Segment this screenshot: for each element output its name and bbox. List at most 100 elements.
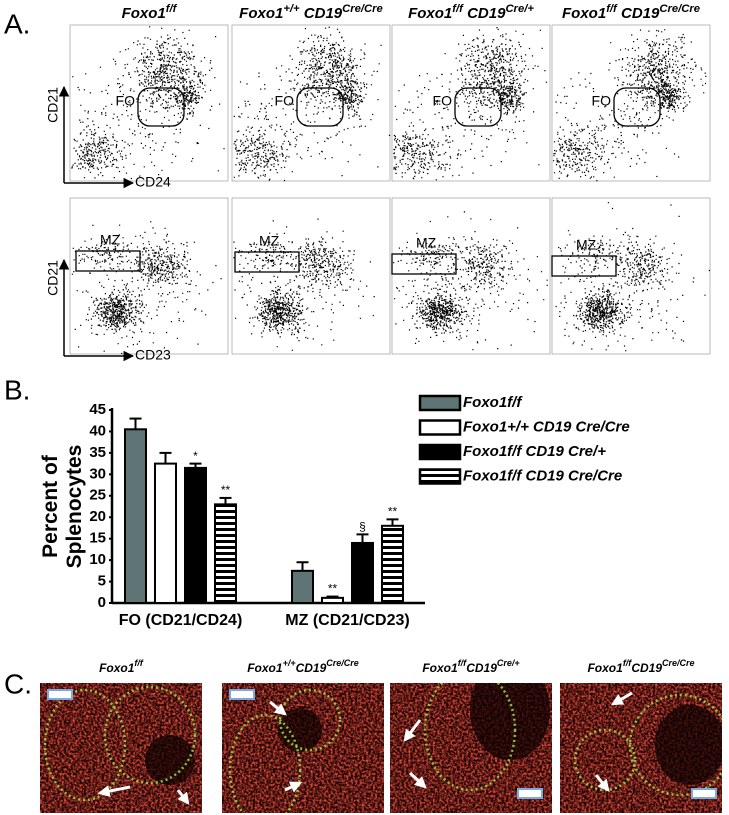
scale-bar: [517, 788, 543, 799]
gate-label: MZ: [576, 237, 597, 253]
y-axis-title-line: Percent of: [39, 454, 62, 558]
arrow: [284, 781, 303, 793]
header-text: CD19: [296, 661, 327, 675]
column-header: Foxo1f/f CD19Cre/+: [408, 3, 534, 22]
arrow: [610, 691, 633, 706]
y-tick-label: 15: [89, 530, 106, 547]
dot-cloud: [553, 29, 707, 182]
legend-label: Foxo1f/f: [463, 394, 523, 411]
micrograph-content: [40, 683, 202, 813]
plot-frame: [231, 24, 391, 182]
legend-label: Foxo1f/f CD19 Cre/+: [463, 443, 606, 460]
micrograph-content: [560, 683, 722, 813]
scale-bar: [229, 689, 255, 700]
gate-label: MZ: [416, 235, 437, 251]
micrograph: [390, 683, 552, 813]
dot-cloud: [233, 26, 391, 182]
header-text: Foxo1: [239, 5, 283, 22]
y-tick-label: 10: [89, 551, 106, 568]
superscript: f/f: [458, 658, 467, 668]
panel-label: C.: [4, 668, 32, 699]
column-header: Foxo1f/f: [122, 3, 178, 22]
gate-label: FO: [116, 93, 136, 109]
header-text: Foxo1: [408, 5, 452, 22]
dot-cloud: [393, 27, 547, 181]
dark-region: [145, 735, 195, 785]
micrograph-content: [222, 683, 384, 813]
follicle-rim: [278, 688, 342, 752]
x-tick-label: MZ (CD21/CD23): [285, 612, 409, 629]
dot-cloud: [71, 221, 222, 355]
legend-swatch: [418, 468, 462, 485]
plot-frame: [69, 24, 229, 182]
gate: [454, 87, 502, 127]
legend-label: Foxo1+/+ CD19 Cre/Cre: [463, 418, 630, 435]
bar: [321, 596, 344, 604]
significance: *: [193, 449, 198, 463]
gate: [137, 87, 185, 127]
superscript: +/+: [283, 3, 300, 15]
bar: [351, 541, 374, 605]
superscript: f/f: [452, 3, 464, 15]
gate-label: FO: [592, 93, 612, 109]
superscript: Cre/+: [497, 658, 521, 668]
bar: [124, 428, 147, 604]
y-tick-label: 35: [89, 444, 106, 461]
gate-label: MZ: [100, 232, 121, 248]
gate: [296, 87, 344, 127]
significance: **: [221, 483, 231, 497]
axis-label: CD21: [45, 260, 61, 296]
header-text: CD19: [617, 5, 660, 22]
plot-frame: [69, 197, 229, 355]
gate: [613, 87, 661, 127]
legend-swatch: [418, 419, 462, 436]
dark-region: [470, 683, 550, 760]
micrograph: [560, 683, 722, 813]
header-text: Foxo1: [99, 661, 135, 675]
bar: [291, 569, 314, 604]
plot-frame: [391, 24, 551, 182]
micrograph-content: [390, 683, 552, 813]
superscript: f/f: [166, 3, 178, 15]
column-header: Foxo1f/f CD19Cre/Cre: [562, 3, 700, 22]
column-header: Foxo1+/+CD19Cre/Cre: [247, 658, 359, 675]
superscript: f/f: [134, 658, 143, 668]
panel-label: B.: [4, 374, 30, 405]
y-tick-label: 0: [98, 594, 106, 611]
plot-frame: [551, 24, 711, 182]
follicle-rim: [43, 688, 127, 802]
bar: [381, 524, 404, 604]
arrow: [594, 774, 610, 792]
legend-label: Foxo1f/f CD19 Cre/Cre: [463, 467, 622, 484]
significance: §: [359, 520, 366, 534]
bar: [154, 462, 177, 604]
column-header: Foxo1+/+ CD19Cre/Cre: [239, 3, 383, 22]
legend-swatch: [418, 443, 462, 461]
axis-label: CD23: [135, 347, 171, 363]
header-text: Foxo1: [122, 5, 166, 22]
dot-cloud: [233, 218, 375, 351]
header-text: Foxo1: [562, 5, 606, 22]
scale-bar: [691, 788, 717, 799]
header-text: CD19: [466, 661, 497, 675]
superscript: +/+: [283, 658, 297, 668]
column-header: Foxo1f/fCD19Cre/+: [422, 658, 520, 675]
gate: [234, 251, 300, 273]
arrow: [403, 719, 422, 742]
panel-label: A.: [4, 8, 30, 39]
dot-cloud: [393, 211, 548, 351]
follicle-rim: [228, 713, 302, 813]
gate-label: MZ: [259, 233, 280, 249]
follicle-rim: [103, 685, 197, 785]
micrograph: [40, 683, 202, 813]
x-tick-label: FO (CD21/CD24): [119, 612, 243, 629]
dark-region: [655, 705, 722, 785]
y-tick-label: 45: [89, 401, 106, 418]
header-text: Foxo1: [587, 661, 623, 675]
dot-cloud: [71, 26, 225, 180]
plot-frame: [391, 197, 551, 355]
column-header: Foxo1f/fCD19Cre/Cre: [587, 658, 694, 675]
gate: [75, 250, 141, 272]
arrow: [97, 785, 131, 798]
arrow: [176, 789, 190, 805]
